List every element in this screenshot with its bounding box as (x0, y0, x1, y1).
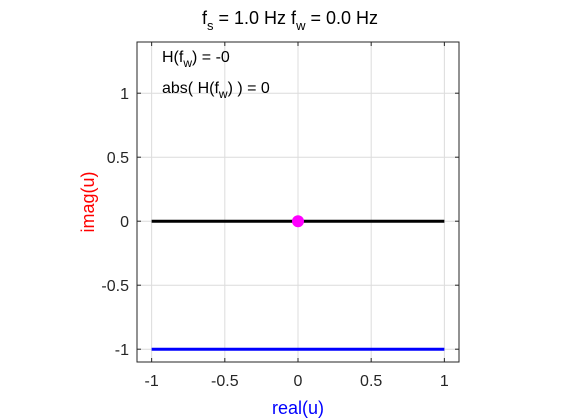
y-tick-label: -1 (115, 342, 129, 359)
x-tick-label: -1 (145, 373, 159, 390)
x-tick-label: 1 (440, 373, 449, 390)
y-tick-label: -0.5 (101, 278, 129, 295)
y-tick-label: 0 (120, 214, 129, 231)
annotation-1: H(fw) = -0 (162, 49, 230, 70)
x-tick-label: 0.5 (360, 373, 382, 390)
y-tick-label: 0.5 (107, 150, 129, 167)
x-tick-label: -0.5 (211, 373, 239, 390)
y-tick-label: 1 (120, 86, 129, 103)
x-axis-label: real(u) (272, 398, 324, 418)
annotation-2: abs( H(fw) ) = 0 (162, 80, 270, 101)
chart-title: fs = 1.0 Hz fw = 0.0 Hz (202, 8, 378, 33)
x-tick-label: 0 (294, 373, 303, 390)
data-point (292, 215, 304, 228)
y-axis-label: imag(u) (78, 171, 98, 232)
